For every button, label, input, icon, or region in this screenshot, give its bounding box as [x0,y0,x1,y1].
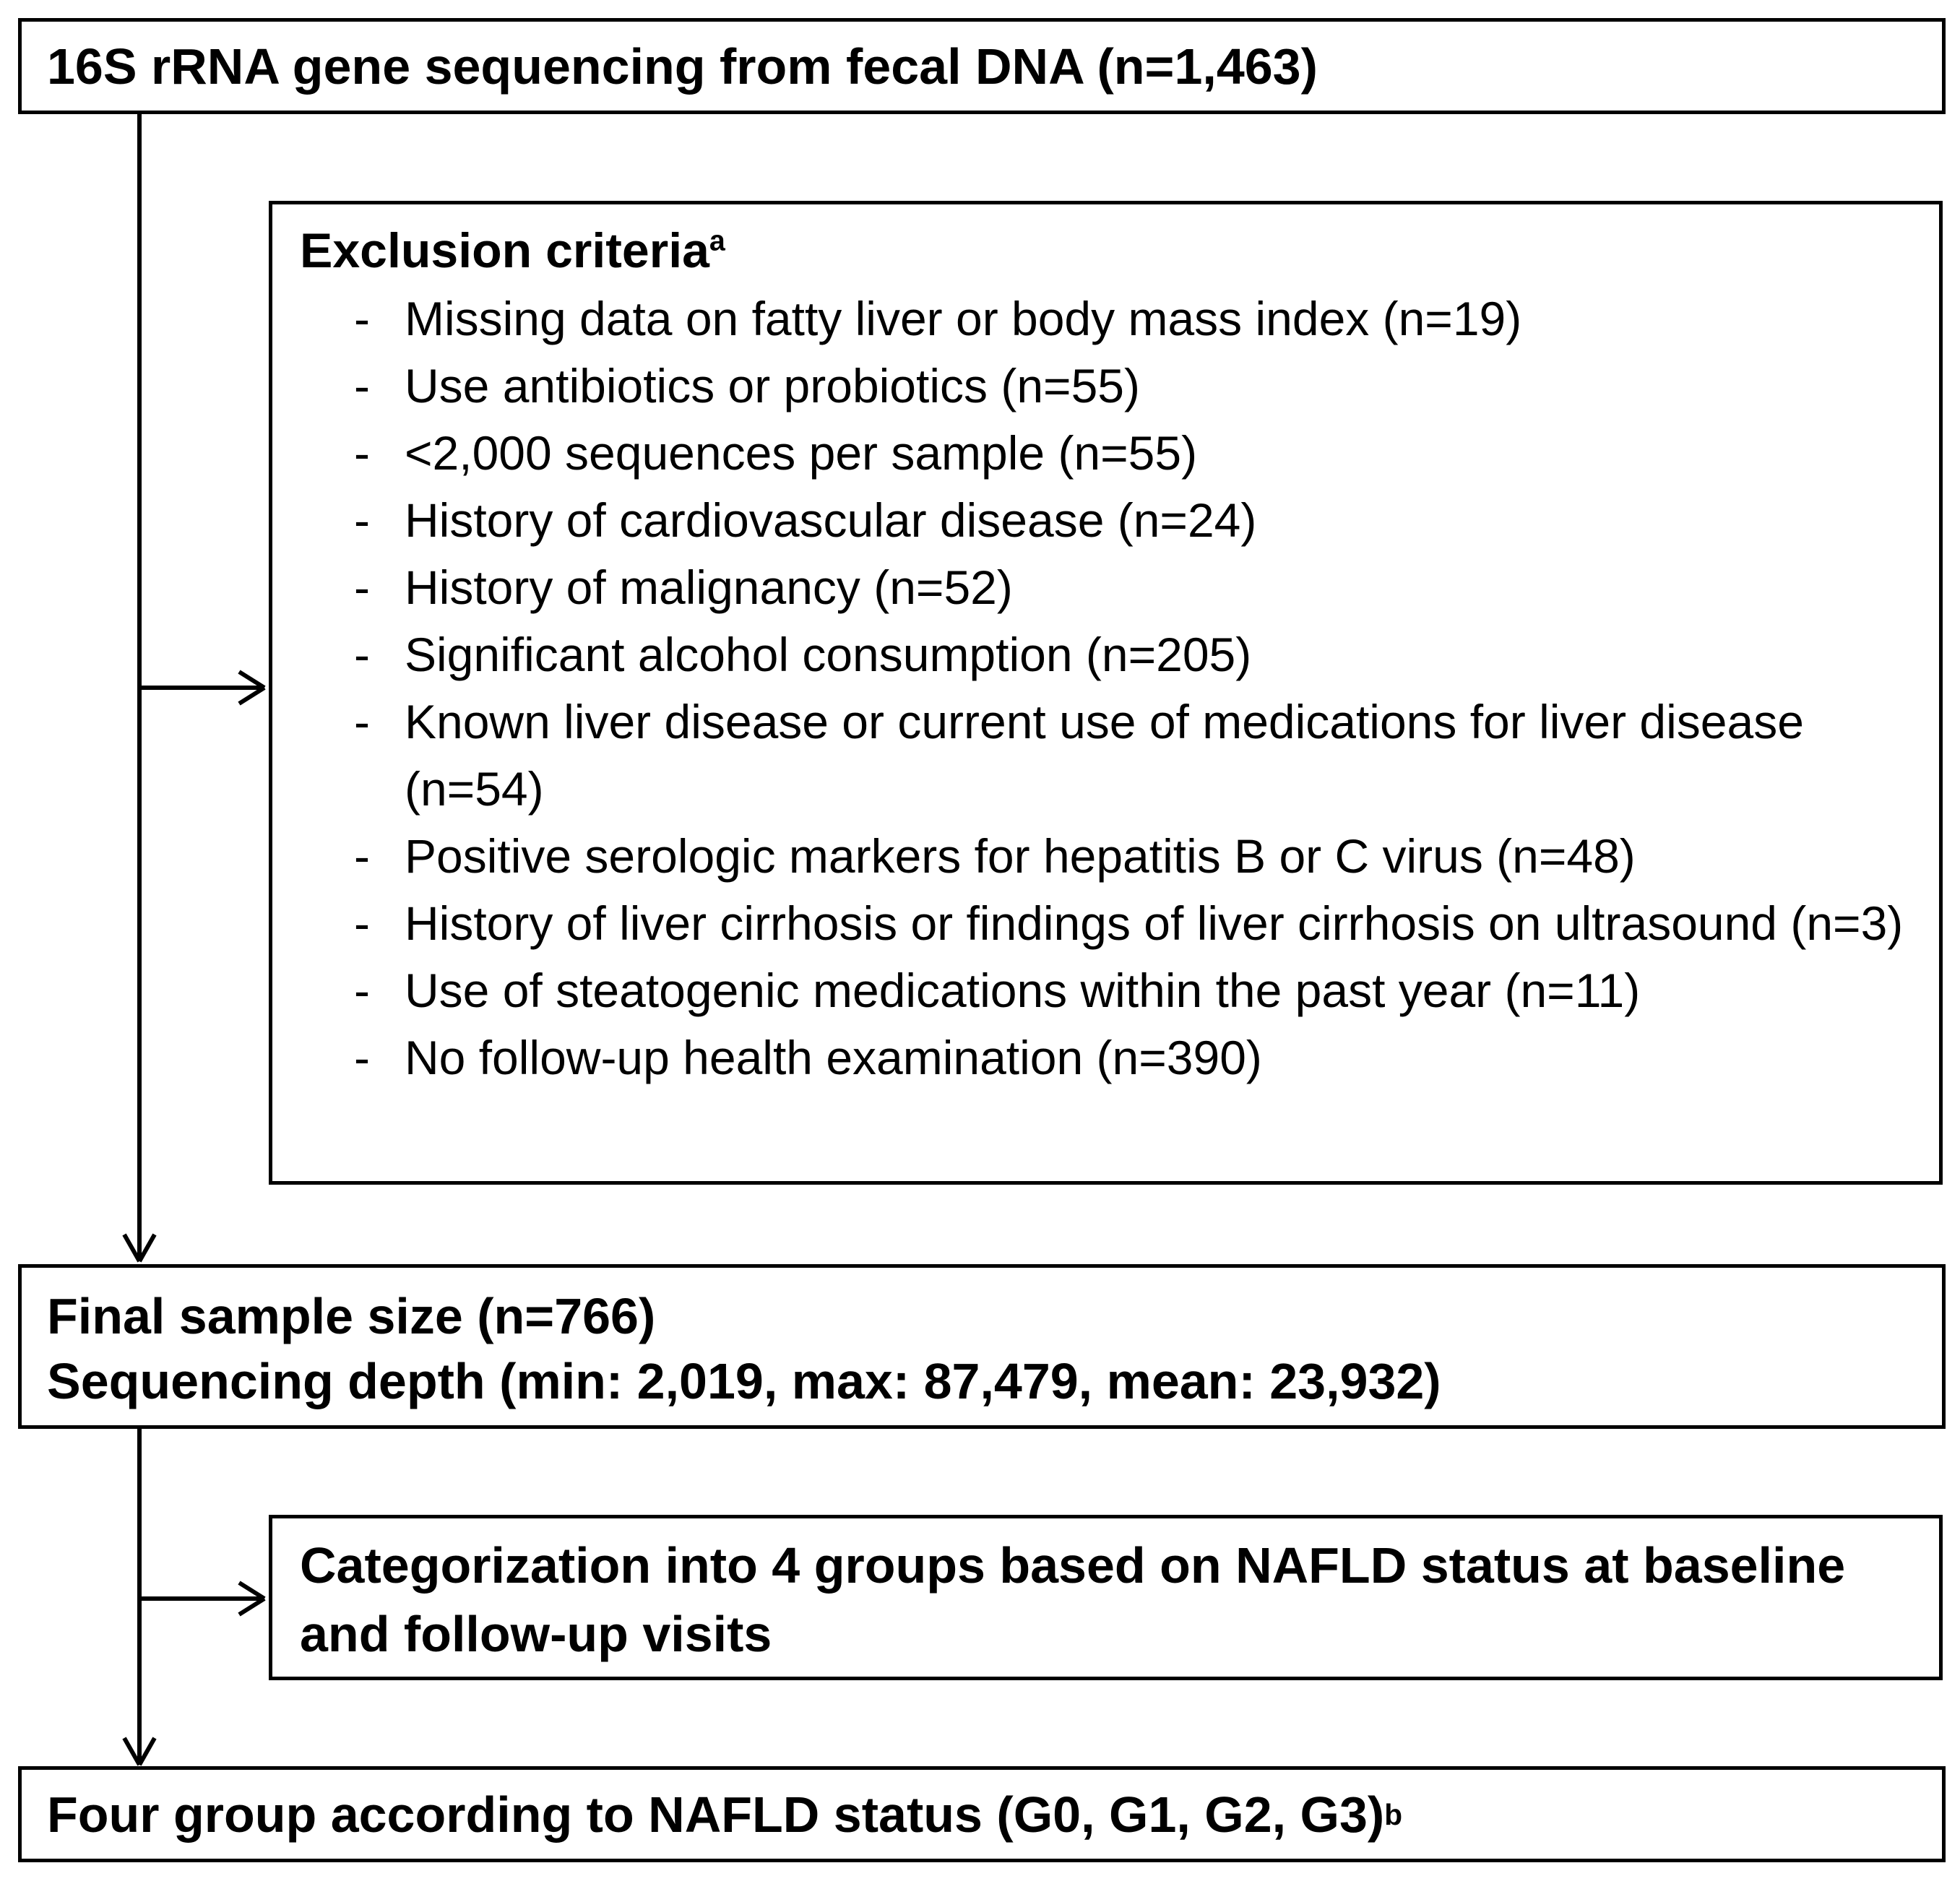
exclusion-list-item: - History of malignancy (n=52) [300,554,1932,621]
box-four-groups: Four group according to NAFLD status (G0… [18,1766,1946,1862]
arrow-sequencing-to-final [122,113,157,1263]
exclusion-item-dash: - [354,292,370,345]
exclusion-item-text: No follow-up health examination (n=390) [405,1031,1262,1084]
arrow-branch-to-exclusion [139,670,266,706]
exclusion-item-text: Use of steatogenic medications within th… [405,964,1641,1017]
final-sample-size-text: Final sample size (n=766) [47,1288,656,1344]
exclusion-list-item: - Missing data on fatty liver or body ma… [300,285,1932,353]
exclusion-list-item: - No follow-up health examination (n=390… [300,1024,1932,1092]
exclusion-item-dash: - [354,964,370,1017]
exclusion-list-item: - History of cardiovascular disease (n=2… [300,487,1932,554]
exclusion-list-item: - Positive serologic markers for hepatit… [300,823,1932,890]
four-groups-text: Four group according to NAFLD status (G0… [47,1786,1385,1843]
exclusion-item-text: History of liver cirrhosis or findings o… [405,896,1904,950]
categorization-text: Categorization into 4 groups based on NA… [300,1537,1846,1662]
box-exclusion-criteria: Exclusion criteriaa - Missing data on fa… [269,201,1943,1185]
sequencing-text: 16S rRNA gene sequencing from fecal DNA … [47,38,1318,95]
exclusion-item-dash: - [354,493,370,547]
exclusion-list-item: - Use of steatogenic medications within … [300,957,1932,1024]
arrow-branch-to-categorization [139,1581,266,1617]
exclusion-item-dash: - [354,695,370,748]
exclusion-heading-text: Exclusion criteria [300,223,709,278]
exclusion-item-text: Positive serologic markers for hepatitis… [405,829,1636,883]
arrow-final-to-result [122,1428,157,1766]
exclusion-list-item: - Known liver disease or current use of … [300,688,1932,823]
exclusion-item-text: Missing data on fatty liver or body mass… [405,292,1522,345]
exclusion-heading-superscript: a [709,225,725,257]
sequencing-depth-text: Sequencing depth (min: 2,019, max: 87,47… [47,1353,1441,1409]
exclusion-heading: Exclusion criteriaa [300,217,1932,285]
exclusion-item-text: Use antibiotics or probiotics (n=55) [405,359,1140,412]
exclusion-item-dash: - [354,426,370,480]
exclusion-item-dash: - [354,1031,370,1084]
exclusion-item-dash: - [354,359,370,412]
exclusion-list-item: - Significant alcohol consumption (n=205… [300,621,1932,688]
box-final-sample: Final sample size (n=766) Sequencing dep… [18,1264,1946,1429]
box-categorization: Categorization into 4 groups based on NA… [269,1515,1943,1680]
exclusion-list: - Missing data on fatty liver or body ma… [300,285,1932,1092]
exclusion-list-item: - Use antibiotics or probiotics (n=55) [300,353,1932,420]
exclusion-item-text: History of cardiovascular disease (n=24) [405,493,1257,547]
exclusion-list-item: - <2,000 sequences per sample (n=55) [300,420,1932,487]
exclusion-item-dash: - [354,561,370,614]
exclusion-list-item: - History of liver cirrhosis or findings… [300,890,1932,957]
exclusion-item-dash: - [354,896,370,950]
exclusion-item-text: Significant alcohol consumption (n=205) [405,628,1252,681]
box-sequencing: 16S rRNA gene sequencing from fecal DNA … [18,18,1946,114]
exclusion-item-dash: - [354,829,370,883]
exclusion-item-text: History of malignancy (n=52) [405,561,1013,614]
exclusion-item-dash: - [354,628,370,681]
exclusion-item-text: Known liver disease or current use of me… [405,695,1804,816]
exclusion-item-text: <2,000 sequences per sample (n=55) [405,426,1198,480]
